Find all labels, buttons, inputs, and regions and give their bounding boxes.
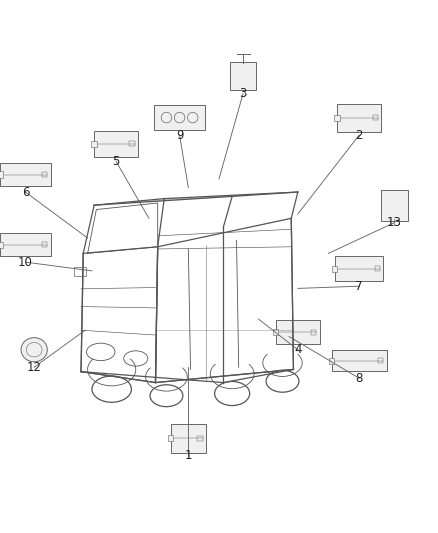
- FancyBboxPatch shape: [92, 141, 96, 147]
- FancyBboxPatch shape: [334, 115, 340, 120]
- FancyBboxPatch shape: [168, 435, 173, 441]
- FancyBboxPatch shape: [230, 61, 257, 91]
- Bar: [130, 141, 135, 147]
- Text: 5: 5: [113, 155, 120, 168]
- FancyBboxPatch shape: [329, 358, 334, 364]
- Text: 9: 9: [176, 128, 184, 142]
- FancyBboxPatch shape: [381, 190, 407, 221]
- Text: 10: 10: [18, 256, 33, 269]
- Text: 3: 3: [240, 87, 247, 100]
- Text: 1: 1: [184, 449, 192, 462]
- FancyBboxPatch shape: [94, 131, 138, 157]
- Text: 4: 4: [294, 343, 302, 356]
- Text: 7: 7: [355, 280, 363, 293]
- FancyBboxPatch shape: [154, 106, 205, 130]
- FancyBboxPatch shape: [337, 103, 381, 132]
- Bar: [374, 266, 380, 271]
- Bar: [197, 435, 202, 441]
- FancyBboxPatch shape: [273, 329, 279, 335]
- FancyBboxPatch shape: [335, 256, 384, 281]
- FancyBboxPatch shape: [276, 320, 320, 344]
- Bar: [378, 358, 383, 364]
- Text: 2: 2: [355, 128, 363, 142]
- Text: 12: 12: [27, 361, 42, 374]
- Ellipse shape: [21, 338, 47, 362]
- Bar: [42, 242, 47, 247]
- FancyBboxPatch shape: [0, 163, 51, 187]
- FancyBboxPatch shape: [332, 265, 337, 272]
- FancyBboxPatch shape: [170, 424, 206, 453]
- FancyBboxPatch shape: [332, 350, 387, 371]
- Text: 6: 6: [21, 185, 29, 198]
- Bar: [42, 172, 47, 177]
- FancyBboxPatch shape: [0, 233, 51, 256]
- FancyBboxPatch shape: [0, 241, 3, 248]
- FancyBboxPatch shape: [0, 172, 3, 177]
- Bar: [372, 115, 378, 120]
- Bar: [311, 329, 316, 335]
- Text: 8: 8: [356, 372, 363, 385]
- Text: 13: 13: [387, 216, 402, 229]
